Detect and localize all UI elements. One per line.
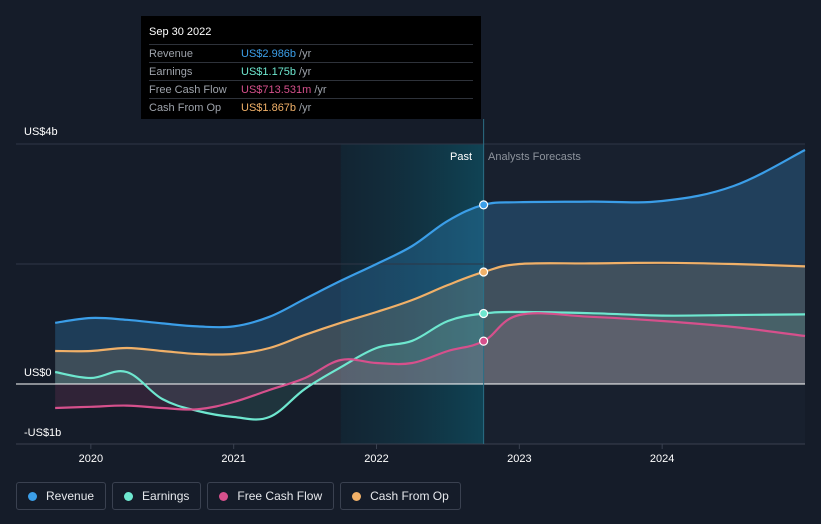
tooltip-label: Revenue	[149, 47, 194, 60]
series-line-revenue	[54, 149, 806, 329]
tooltip-label: Free Cash Flow	[149, 83, 227, 96]
data-point-free-cash-flow	[479, 336, 489, 346]
legend-label: Earnings	[142, 489, 190, 503]
legend-dot-icon	[124, 491, 134, 501]
y-tick-label: -US$1b	[24, 427, 61, 439]
legend-label: Free Cash Flow	[237, 489, 323, 503]
x-tick-label: 2020	[79, 453, 103, 465]
legend-item-free-cash-flow[interactable]: Free Cash Flow	[207, 482, 335, 510]
past-label: Past	[450, 151, 472, 163]
legend-label: Cash From Op	[370, 489, 449, 503]
legend-item-earnings[interactable]: Earnings	[112, 482, 202, 510]
tooltip-label: Cash From Op	[149, 101, 222, 114]
forecast-region	[483, 144, 805, 444]
tooltip-value: US$1.175b	[241, 65, 297, 78]
y-tick-label: US$0	[24, 367, 52, 379]
x-tick-label: 2024	[650, 453, 674, 465]
tooltip-unit: /yr	[299, 101, 312, 114]
legend-label: Revenue	[46, 489, 95, 503]
tooltip-label: Earnings	[149, 65, 193, 78]
legend-dot-icon	[219, 491, 229, 501]
forecast-label: Analysts Forecasts	[488, 151, 581, 163]
tooltip-row-revenue: Revenue US$2.986b /yr	[149, 44, 473, 62]
legend-item-revenue[interactable]: Revenue	[16, 482, 107, 510]
tooltip-unit: /yr	[299, 47, 312, 60]
legend-dot-icon	[352, 491, 362, 501]
tooltip-value: US$713.531m	[241, 83, 312, 96]
tooltip-row-earnings: Earnings US$1.175b /yr	[149, 62, 473, 80]
y-tick-label: US$4b	[24, 126, 58, 138]
x-tick-label: 2022	[364, 453, 388, 465]
tooltip-unit: /yr	[299, 65, 312, 78]
tooltip-unit: /yr	[314, 83, 327, 96]
tooltip-row-free-cash-flow: Free Cash Flow US$713.531m /yr	[149, 80, 473, 98]
tooltip-value: US$1.867b	[241, 101, 297, 114]
x-tick-label: 2021	[221, 453, 245, 465]
legend-dot-icon	[28, 491, 37, 501]
series-line-free-cash-flow	[55, 312, 806, 411]
tooltip: Sep 30 2022 Revenue US$2.986b /yr Earnin…	[141, 16, 481, 119]
x-tick-label: 2023	[507, 453, 531, 465]
data-point-cash-from-op	[479, 267, 489, 277]
tooltip-date: Sep 30 2022	[149, 26, 212, 38]
tooltip-value: US$2.986b	[241, 47, 297, 60]
legend-item-cash-from-op[interactable]: Cash From Op	[340, 482, 461, 510]
legend: Revenue Earnings Free Cash Flow Cash Fro…	[16, 482, 467, 510]
data-point-earnings	[479, 308, 489, 319]
data-point-revenue	[479, 200, 489, 210]
series-area-free-cash-flow	[55, 313, 806, 410]
tooltip-row-cash-from-op: Cash From Op US$1.867b /yr	[149, 98, 473, 116]
past-highlight-region	[340, 144, 484, 444]
series-area-earnings	[55, 311, 806, 420]
series-line-cash-from-op	[55, 261, 806, 356]
series-line-earnings	[54, 310, 806, 421]
